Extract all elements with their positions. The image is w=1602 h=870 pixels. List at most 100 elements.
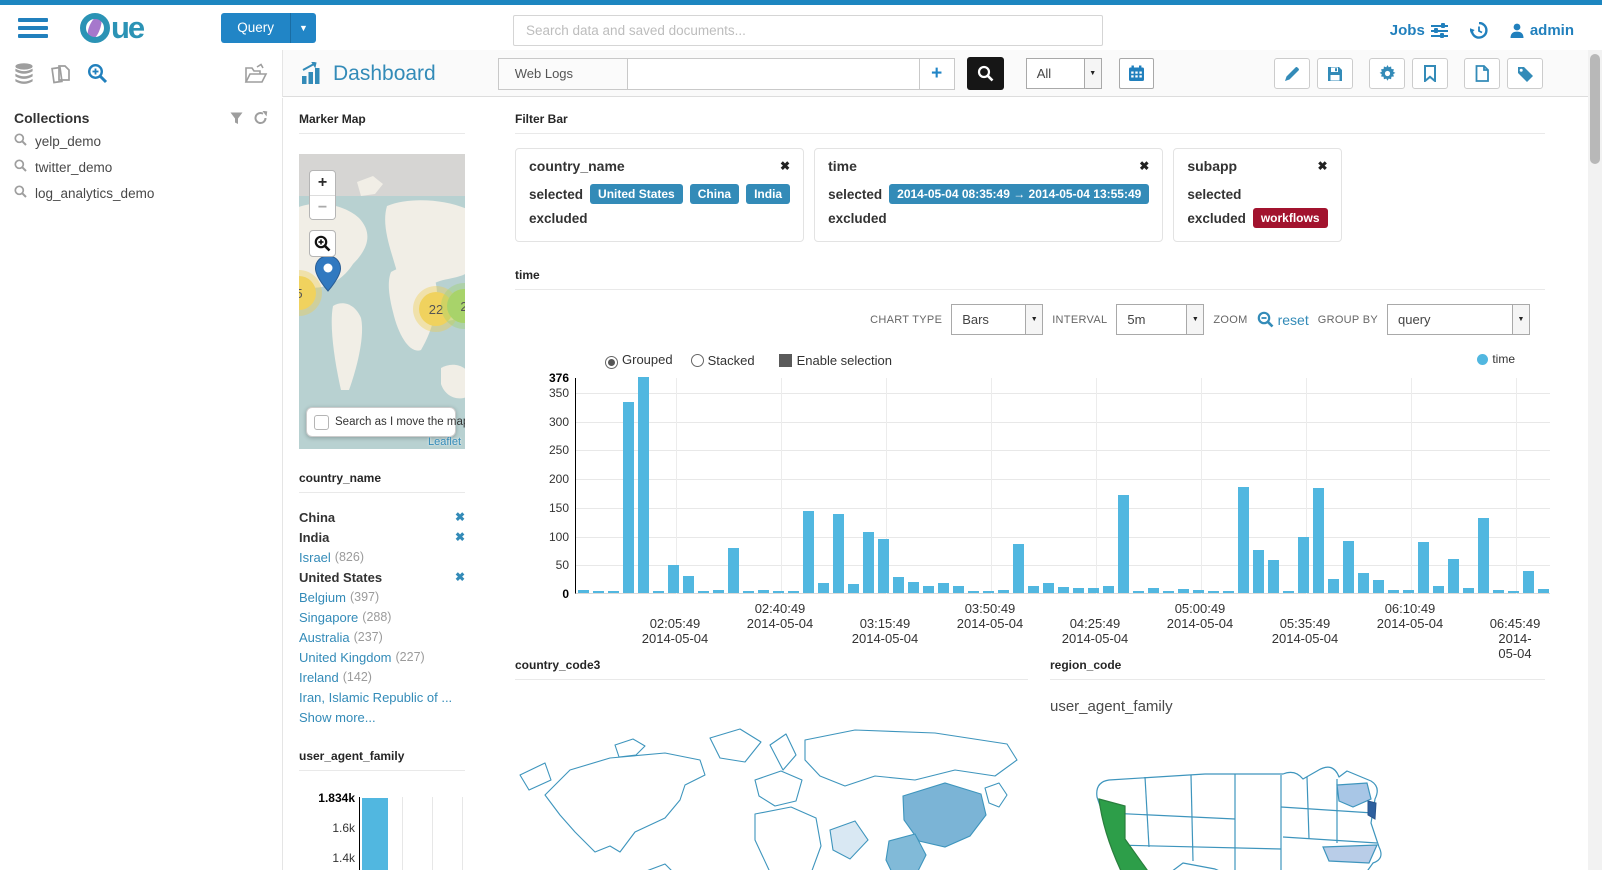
query-dropdown-caret[interactable]: ▼ <box>289 12 316 43</box>
chart-bar[interactable] <box>1163 591 1174 593</box>
chart-bar[interactable] <box>818 583 829 593</box>
query-button-label[interactable]: Query <box>221 12 290 43</box>
marker-map[interactable]: + − 5 22 2 Search as I move the map Le <box>299 154 465 449</box>
chart-bar[interactable] <box>1193 590 1204 593</box>
stacked-radio-option[interactable]: Stacked <box>690 353 755 368</box>
facet-item[interactable]: Australia (237) <box>299 627 465 647</box>
vertical-scrollbar[interactable] <box>1588 50 1602 870</box>
chart-bar[interactable] <box>1418 542 1429 593</box>
chart-bar[interactable] <box>638 377 649 593</box>
open-folder-icon[interactable] <box>244 62 268 85</box>
zoom-out-button[interactable]: − <box>310 195 335 219</box>
chart-bar[interactable] <box>1493 590 1504 593</box>
scrollbar-thumb[interactable] <box>1590 54 1600 164</box>
hamburger-menu-icon[interactable] <box>18 14 48 42</box>
source-name-box[interactable]: Web Logs <box>497 57 628 90</box>
chart-bar[interactable] <box>863 532 874 593</box>
zoom-reset-link[interactable]: reset <box>1277 311 1309 328</box>
global-search-input[interactable] <box>513 15 1103 46</box>
chart-bar[interactable] <box>1433 586 1444 593</box>
collection-item[interactable]: twitter_demo <box>14 156 268 178</box>
user-agent-family-mini-chart[interactable]: 1.834k 1.6k 1.4k <box>299 789 465 870</box>
filter-chip-selected[interactable]: United States <box>590 184 683 204</box>
facet-item[interactable]: Singapore (288) <box>299 607 465 627</box>
chart-bar[interactable] <box>1328 579 1339 593</box>
edit-button[interactable] <box>1274 58 1310 89</box>
chart-bar[interactable] <box>1298 537 1309 593</box>
add-fact-button[interactable]: + <box>918 57 955 90</box>
filter-chip-excluded[interactable]: workflows <box>1252 208 1328 228</box>
scope-select[interactable]: All ▼ <box>1025 58 1102 89</box>
chart-bar[interactable] <box>1178 589 1189 593</box>
chart-bar[interactable] <box>1208 591 1219 593</box>
map-pin-marker[interactable] <box>315 256 341 292</box>
facet-item[interactable]: United Kingdom (227) <box>299 647 465 667</box>
filter-chip-selected[interactable]: China <box>689 184 740 204</box>
dashboard-search-button[interactable] <box>966 57 1004 90</box>
chart-bar[interactable] <box>1058 587 1069 593</box>
marker-cluster[interactable]: 2 <box>447 289 465 323</box>
chart-bar[interactable] <box>803 511 814 593</box>
chart-bar[interactable] <box>1073 588 1084 593</box>
chart-bar[interactable] <box>1523 571 1534 593</box>
facet-value-link[interactable]: Ireland <box>299 669 339 685</box>
chart-bar[interactable] <box>1538 589 1549 593</box>
chart-bar[interactable] <box>938 583 949 593</box>
facet-item[interactable]: Ireland (142) <box>299 667 465 687</box>
marker-cluster[interactable]: 5 <box>299 276 316 310</box>
chart-bar[interactable] <box>1013 544 1024 593</box>
documents-icon[interactable] <box>50 63 71 85</box>
chart-bar[interactable] <box>1343 541 1354 593</box>
refresh-icon[interactable] <box>253 111 268 125</box>
chart-bar[interactable] <box>1373 580 1384 593</box>
interval-select[interactable]: 5m ▼ <box>1116 304 1205 335</box>
close-icon[interactable]: ✖ <box>1139 159 1150 173</box>
remove-facet-icon[interactable]: ✖ <box>454 510 465 524</box>
time-chart-plot[interactable] <box>575 377 1550 594</box>
chart-bar[interactable] <box>1478 518 1489 593</box>
enable-selection-checkbox[interactable]: Enable selection <box>778 353 892 368</box>
query-split-button[interactable]: Query ▼ <box>221 12 316 43</box>
facet-value-link[interactable]: Israel <box>299 549 331 565</box>
chart-bar[interactable] <box>1028 586 1039 593</box>
chart-bar[interactable] <box>728 548 739 593</box>
facet-value-link[interactable]: Belgium <box>299 589 346 605</box>
chart-bar[interactable] <box>773 591 784 593</box>
chart-bar[interactable] <box>1253 550 1264 593</box>
world-choropleth-map[interactable] <box>515 700 1020 870</box>
chart-bar[interactable] <box>743 591 754 593</box>
chart-bar[interactable] <box>1148 588 1159 593</box>
close-icon[interactable]: ✖ <box>780 159 791 173</box>
chart-bar[interactable] <box>893 577 904 593</box>
facet-item[interactable]: China ✖ <box>299 507 465 527</box>
chart-bar[interactable] <box>1448 559 1459 593</box>
chart-bar[interactable] <box>683 576 694 593</box>
chart-bar[interactable] <box>1313 488 1324 593</box>
facet-value-link[interactable]: United Kingdom <box>299 649 392 665</box>
chart-bar[interactable] <box>1088 588 1099 593</box>
chart-bar[interactable] <box>833 514 844 593</box>
facet-item[interactable]: India ✖ <box>299 527 465 547</box>
chart-bar[interactable] <box>908 582 919 593</box>
facet-value-link[interactable]: Singapore <box>299 609 359 625</box>
chart-bar[interactable] <box>1388 590 1399 593</box>
tags-button[interactable] <box>1507 58 1543 89</box>
chart-bar[interactable] <box>1133 591 1144 593</box>
chart-bar[interactable] <box>788 591 799 593</box>
chart-bar[interactable] <box>953 586 964 593</box>
facet-item[interactable]: Iran, Islamic Republic of ... <box>299 687 465 707</box>
close-icon[interactable]: ✖ <box>1317 159 1328 173</box>
chart-bar[interactable] <box>608 591 619 593</box>
remove-facet-icon[interactable]: ✖ <box>454 570 465 584</box>
show-more-link[interactable]: Show more... <box>299 709 376 725</box>
chart-bar[interactable] <box>1508 591 1519 593</box>
facet-item[interactable]: United States ✖ <box>299 567 465 587</box>
group-by-select[interactable]: query ▼ <box>1387 304 1530 335</box>
chart-bar[interactable] <box>713 590 724 593</box>
search-as-move-checkbox[interactable] <box>314 414 329 430</box>
hue-logo[interactable]: ue <box>80 12 145 43</box>
chart-bar[interactable] <box>1403 590 1414 593</box>
chart-bar[interactable] <box>1358 573 1369 593</box>
chart-bar[interactable] <box>578 590 589 593</box>
grouped-radio-option[interactable]: Grouped <box>605 352 673 369</box>
